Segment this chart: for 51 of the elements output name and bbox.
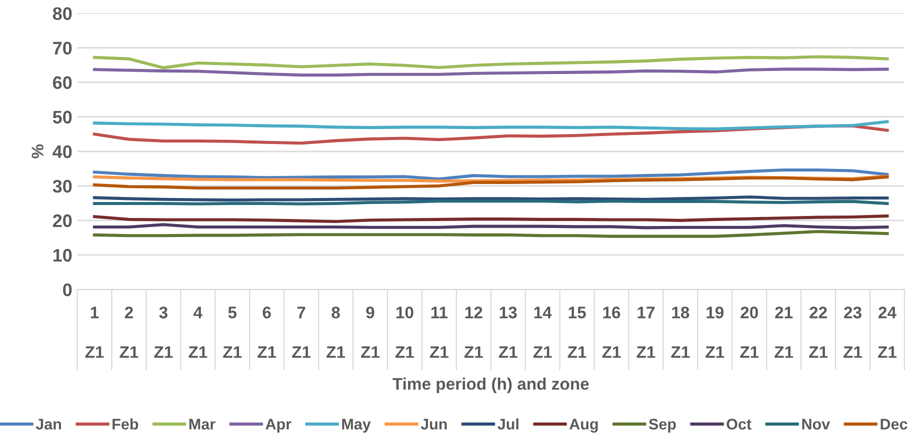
category-label: 22 Z1 — [809, 306, 828, 358]
category-label: 24 Z1 — [878, 306, 896, 358]
legend-label: Jul — [498, 418, 518, 430]
legend-label: Jan — [36, 418, 61, 430]
category-label: 8 Z1 — [326, 306, 346, 358]
x-axis-title: Time period (h) and zone — [392, 378, 589, 394]
category-label: 2 Z1 — [120, 306, 138, 358]
legend-label: Apr — [266, 418, 292, 433]
category-label: 15 Z1 — [568, 306, 586, 358]
line-series — [92, 120, 889, 130]
category-label: 11 Z1 — [430, 306, 448, 358]
category-label: 19 Z1 — [706, 306, 724, 358]
category-label: 12 Z1 — [464, 306, 483, 358]
category-label: 23 Z1 — [844, 306, 862, 358]
category-label: 13 Z1 — [498, 306, 518, 358]
legend-label: Aug — [569, 418, 598, 433]
legend-label: Jun — [420, 418, 447, 430]
category-label: 20 Z1 — [740, 306, 759, 358]
y-axis-title: % — [32, 144, 44, 158]
legend-label: Sep — [648, 418, 676, 433]
category-label: 5 Z1 — [223, 306, 242, 358]
line-series — [92, 168, 889, 181]
y-tick-label: 70 — [53, 42, 72, 55]
y-tick-label: 50 — [52, 110, 72, 124]
category-label: 1 Z1 — [85, 306, 104, 358]
category-label: 9 Z1 — [361, 306, 380, 358]
y-tick-label: 60 — [52, 76, 72, 90]
y-tick-label: 80 — [52, 7, 72, 20]
y-tick-label: 10 — [53, 248, 72, 262]
category-label: 21 Z1 — [774, 306, 794, 358]
y-tick-label: 40 — [52, 145, 72, 158]
legend-label: May — [342, 418, 371, 433]
category-label: 3 Z1 — [154, 306, 173, 358]
category-label: 7 Z1 — [292, 306, 311, 358]
legend-label: Dec — [880, 418, 908, 430]
line-series — [92, 175, 889, 190]
legend-label: Nov — [802, 418, 830, 430]
legend-label: Feb — [112, 418, 138, 430]
category-label: 14 Z1 — [533, 306, 552, 358]
category-label: 10 Z1 — [395, 306, 414, 358]
category-label: 18 Z1 — [671, 306, 690, 358]
category-label: 6 Z1 — [258, 306, 276, 358]
y-tick-label: 30 — [52, 180, 72, 193]
legend-label: Oct — [726, 418, 752, 430]
category-label: 16 Z1 — [602, 306, 621, 358]
category-label: 17 Z1 — [636, 306, 656, 358]
y-tick-label: 0 — [63, 283, 72, 296]
legend-label: Mar — [189, 418, 216, 430]
line-series — [92, 55, 889, 70]
y-tick-label: 20 — [52, 214, 72, 228]
category-label: 4 Z1 — [188, 306, 208, 358]
